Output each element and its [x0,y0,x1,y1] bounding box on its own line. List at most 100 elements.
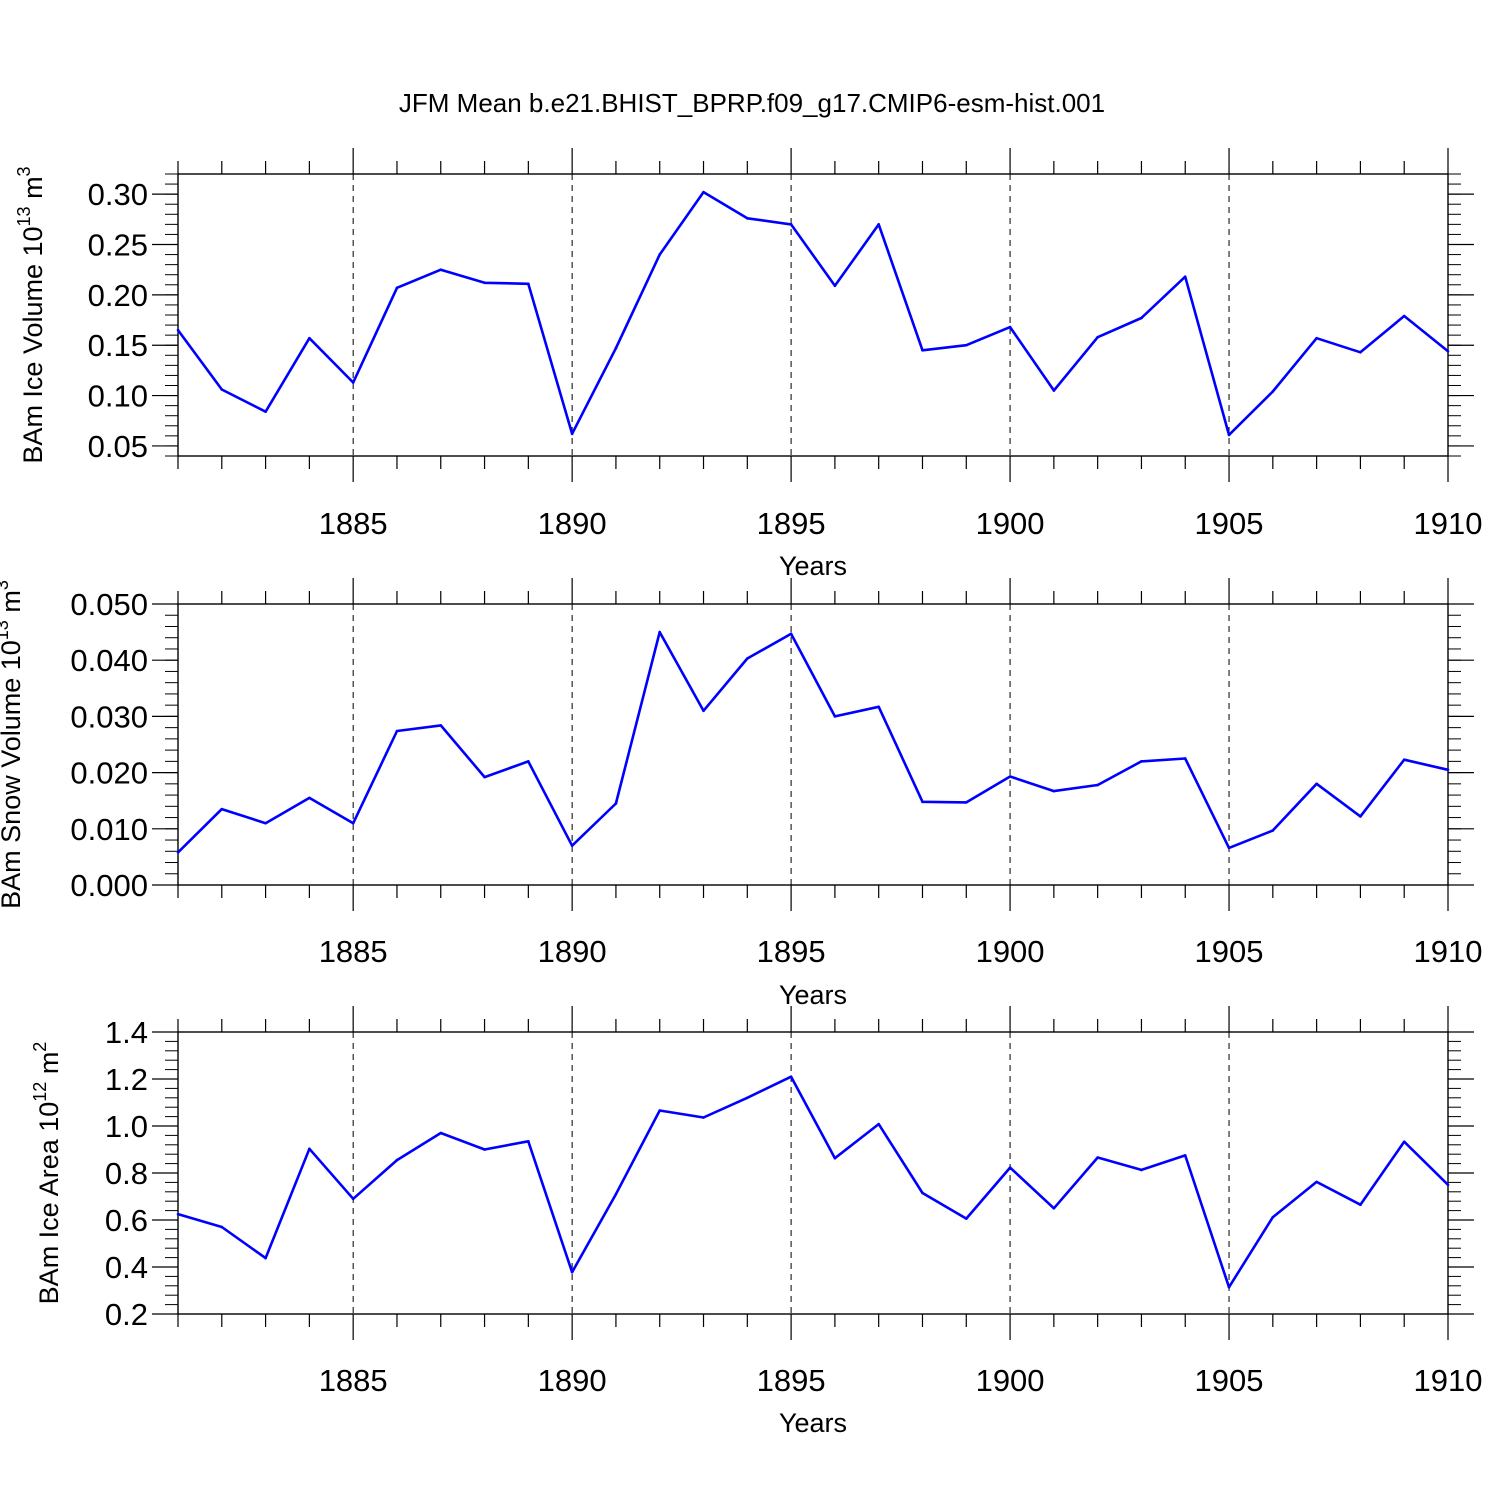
x-tick-label: 1910 [1414,934,1483,969]
data-point [1052,789,1056,793]
data-point [1227,846,1231,850]
data-point [964,801,968,804]
y-tick-label: 0.25 [88,228,148,263]
data-point [833,284,837,288]
panel-3: 0.2 0.4 0.6 0.8 1.0 1.2 1.4 1885 1890 1895 1900 190… [30,1006,1482,1438]
data-point [658,1109,662,1112]
series-line [176,190,1449,437]
data-point [702,709,705,713]
x-axis-label: Years [779,551,847,581]
y-axis-label: BAm Snow Volume 1013 m3 [0,580,26,909]
y-tick-label: 0.6 [105,1203,148,1238]
data-point [877,705,880,709]
y-tick-label: 1.0 [105,1109,148,1144]
data-point [1227,433,1231,437]
plot-frame [177,173,1449,457]
data-point [1402,1140,1406,1144]
data-point [1446,1183,1450,1187]
x-axis-label: Years [779,980,847,1010]
data-point [1271,390,1275,393]
data-point [351,381,355,384]
data-point [264,821,267,825]
data-point [176,851,180,854]
data-point [877,1122,880,1126]
x-tick-label: 1885 [319,506,388,541]
data-point [176,328,180,332]
x-tick-label: 1905 [1195,506,1264,541]
data-point [1271,829,1275,832]
x-tick-label: 1905 [1195,1363,1264,1398]
data-point [1140,760,1143,763]
y-tick-label: 0.030 [70,699,148,734]
y-tick-label: 0.020 [70,756,148,791]
data-point [351,821,355,825]
data-point [220,807,224,811]
data-point [527,282,530,286]
data-point [921,1191,924,1195]
data-point [395,729,399,733]
y-tick-label: 0.010 [70,812,148,847]
data-point [1315,1180,1318,1184]
y-tick-label: 0.000 [70,868,148,903]
data-point [614,1192,618,1196]
y-axis-label: BAm Ice Area 1012 m2 [30,1042,64,1305]
data-point [1402,314,1406,318]
data-point [1359,1203,1362,1207]
y-axis-label: BAm Ice Volume 1013 m3 [14,166,48,463]
data-point [570,1270,574,1274]
data-point [1271,1215,1275,1219]
data-point [702,190,705,194]
data-point [1183,757,1187,760]
data-point [1008,775,1012,778]
data-point [395,286,399,290]
data-point [1008,1166,1012,1169]
y-tick-label: 1.4 [105,1015,148,1050]
y-tick-label: 0.30 [88,177,148,212]
data-point [527,1139,530,1143]
data-point [746,1096,749,1100]
data-point [964,343,968,347]
data-point [1096,335,1099,339]
data-point [439,268,443,271]
y-tick-label: 0.05 [88,429,148,464]
data-point [833,1156,837,1160]
data-point [789,632,793,636]
x-tick-label: 1895 [757,934,826,969]
figure-title: JFM Mean b.e21.BHIST_BPRP.f09_g17.CMIP6-… [399,88,1105,118]
data-point [1315,336,1318,340]
data-point [264,410,267,413]
data-point [1140,316,1143,320]
data-point [702,1116,705,1119]
y-tick-label: 0.20 [88,278,148,313]
x-tick-label: 1900 [976,934,1045,969]
data-point [746,217,749,220]
data-point [308,1147,311,1151]
data-point [789,1075,793,1078]
data-point [1096,783,1099,787]
x-tick-label: 1890 [538,934,607,969]
data-point [1446,349,1450,353]
x-tick-label: 1890 [538,1363,607,1398]
x-tick-label: 1900 [976,1363,1045,1398]
y-tick-label: 1.2 [105,1062,148,1097]
data-point [964,1217,968,1220]
x-tick-label: 1900 [976,506,1045,541]
data-point [264,1256,267,1260]
data-point [439,724,443,727]
y-tick-label: 0.4 [105,1250,148,1285]
data-point [746,657,749,660]
x-tick-label: 1895 [757,1363,826,1398]
x-tick-label: 1885 [319,934,388,969]
data-point [1402,758,1406,761]
y-tick-label: 0.2 [105,1297,148,1332]
data-point [351,1197,355,1201]
data-point [614,346,618,350]
data-point [570,844,574,847]
data-point [1096,1156,1099,1159]
data-point [527,760,530,763]
panel-1: 0.05 0.10 0.15 0.20 0.25 0.30 1885 1890 1895 1900… [14,148,1482,581]
y-tick-label: 0.040 [70,643,148,678]
data-point [877,223,880,226]
